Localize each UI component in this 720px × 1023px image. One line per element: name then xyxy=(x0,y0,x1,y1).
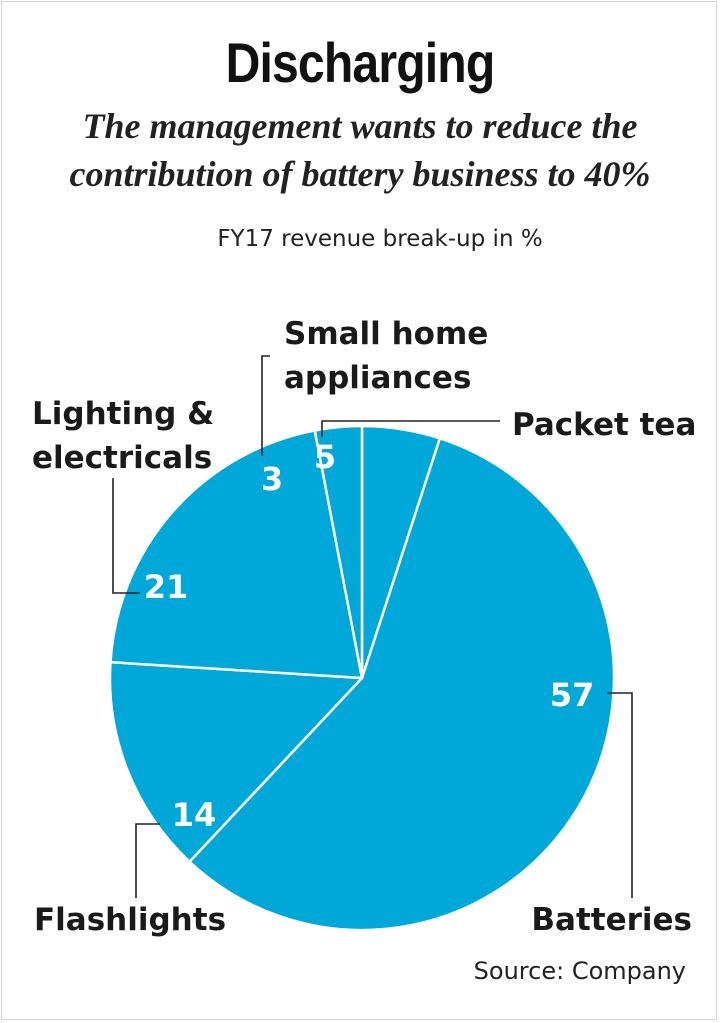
leader-line xyxy=(321,420,500,437)
pie-slices xyxy=(108,424,616,932)
category-label: Packet tea xyxy=(512,407,696,443)
slice-labels: 5 Packet tea 57 Batteries 14 Flashlights 21 Lig… xyxy=(32,316,696,938)
pie-slice-flashlights xyxy=(108,660,364,863)
pie-slice-lighting-electricals xyxy=(109,429,364,680)
leader-line xyxy=(261,355,270,456)
leader-line xyxy=(607,692,633,898)
leader-line xyxy=(135,823,160,898)
value-label: 5 xyxy=(314,438,336,476)
pie-slice-batteries xyxy=(188,437,616,932)
chart-caption: FY17 revenue break-up in % xyxy=(217,226,543,252)
value-label: 14 xyxy=(172,796,217,834)
value-label: 57 xyxy=(550,676,595,714)
value-label: 3 xyxy=(261,460,283,498)
value-label: 21 xyxy=(144,568,189,606)
category-label: Batteries xyxy=(531,902,692,938)
category-label: Small home appliances xyxy=(284,316,488,396)
subtitle-line-2: contribution of battery business to 40% xyxy=(69,154,651,194)
chart-title: Discharging xyxy=(225,31,496,94)
leader-line xyxy=(112,478,140,594)
subtitle-line-1: The management wants to reduce the xyxy=(82,106,638,146)
leader-lines xyxy=(112,355,633,898)
category-label: Lighting & electricals xyxy=(32,396,214,476)
source-note: Source: Company xyxy=(473,957,686,985)
pie-slice-small-home-appliances xyxy=(313,424,364,680)
category-label: Flashlights xyxy=(34,902,226,938)
chart-subtitle: The management wants to reduce the contr… xyxy=(0,102,720,198)
